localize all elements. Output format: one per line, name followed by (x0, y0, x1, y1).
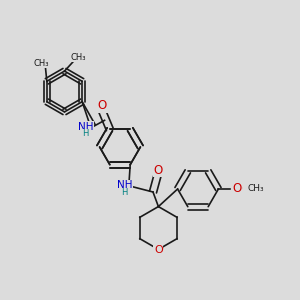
Text: O: O (154, 244, 163, 254)
Text: CH₃: CH₃ (33, 59, 49, 68)
Text: O: O (98, 99, 107, 112)
Text: O: O (154, 164, 163, 177)
Text: H: H (121, 188, 128, 197)
Text: CH₃: CH₃ (70, 53, 85, 62)
Text: O: O (154, 245, 163, 255)
Text: NH: NH (117, 181, 132, 191)
Text: H: H (82, 129, 89, 138)
Text: H: H (82, 130, 88, 139)
Text: O: O (154, 166, 163, 176)
Text: NH: NH (117, 180, 132, 190)
Text: O: O (232, 182, 241, 195)
Text: CH₃: CH₃ (70, 53, 86, 62)
Text: CH₃: CH₃ (33, 59, 48, 68)
Text: NH: NH (78, 122, 93, 132)
Text: O: O (98, 101, 107, 112)
Text: CH₃: CH₃ (248, 184, 264, 194)
Text: CH₃: CH₃ (248, 184, 264, 193)
Text: O: O (233, 184, 242, 194)
Text: NH: NH (77, 122, 93, 133)
Text: H: H (121, 188, 128, 197)
